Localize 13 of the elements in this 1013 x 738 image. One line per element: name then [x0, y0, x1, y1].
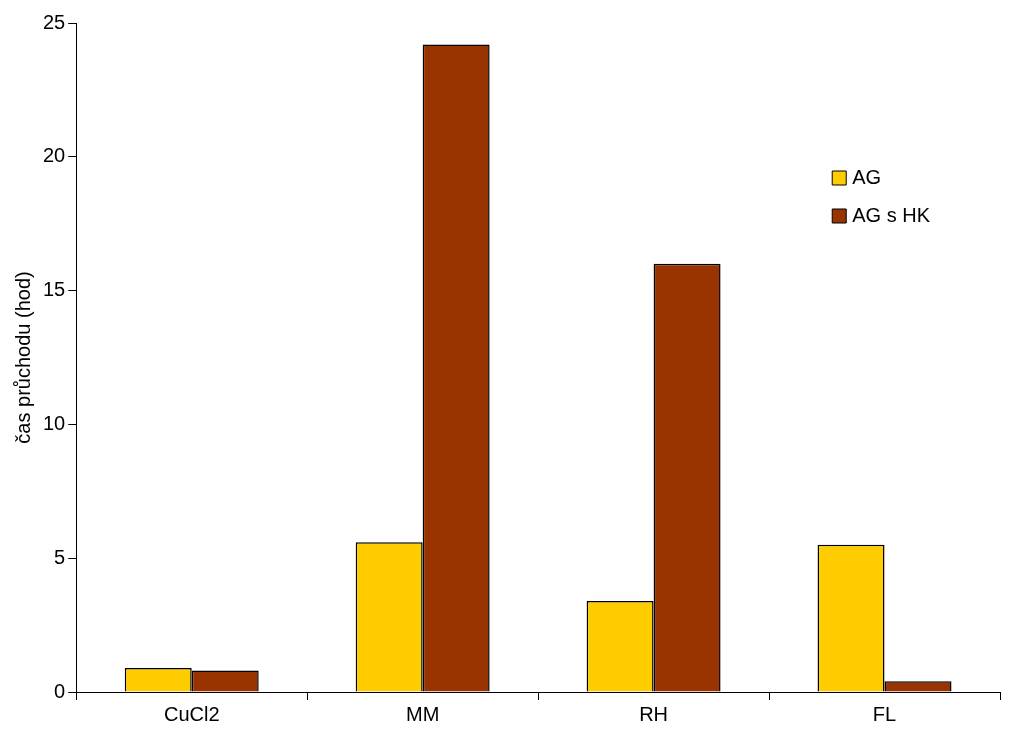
- y-tick-label: 0: [54, 679, 66, 702]
- legend-label: AG: [852, 165, 882, 188]
- x-tick-label: MM: [405, 702, 440, 725]
- y-axis-title: čas průchodu (hod): [11, 271, 34, 444]
- y-tick-label: 10: [43, 411, 66, 434]
- y-tick-label: 5: [54, 545, 66, 568]
- y-tick-label: 15: [43, 278, 66, 301]
- x-tick-label: CuCl2: [163, 702, 220, 725]
- y-tick-label: 20: [43, 144, 66, 167]
- legend-label: AG s HK: [852, 203, 931, 226]
- y-tick-label: 25: [43, 10, 66, 33]
- x-tick-label: FL: [872, 702, 897, 725]
- x-tick-label: RH: [639, 702, 669, 725]
